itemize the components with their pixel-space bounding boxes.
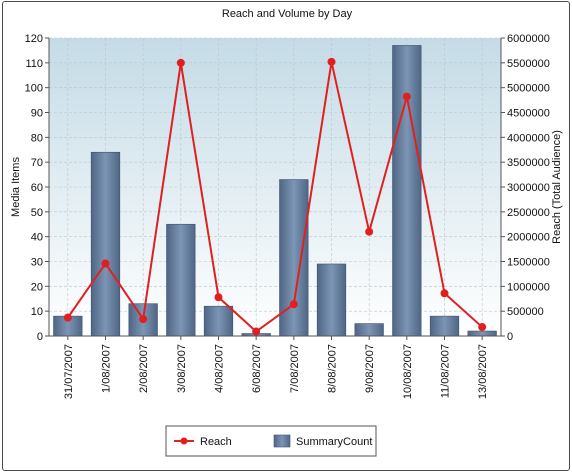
- reach-point: [252, 327, 261, 336]
- reach-line: [67, 61, 483, 333]
- left-tick-label: 110: [25, 58, 43, 70]
- left-tick-label: 0: [37, 331, 43, 343]
- reach-point: [176, 58, 185, 67]
- bar: [166, 223, 196, 337]
- x-tick-label: 3/08/2007: [176, 344, 188, 393]
- right-tick-label: 0: [507, 331, 513, 343]
- left-tick-label: 10: [31, 306, 43, 318]
- left-tick-label: 60: [31, 182, 43, 194]
- legend-box: [165, 425, 377, 457]
- bar: [90, 151, 121, 337]
- left-tick-label: 40: [31, 232, 43, 244]
- right-tick-label: 6000000: [507, 33, 550, 45]
- x-tick-label: 13/08/2007: [477, 344, 489, 399]
- left-tick-label: 120: [25, 33, 43, 45]
- x-tick-label: 8/08/2007: [327, 344, 339, 393]
- bar: [467, 330, 497, 337]
- left-tick-label: 100: [25, 83, 43, 95]
- left-axis-ticks: 0 10 20 30 40 50 60 70 80 90 100 110 120: [25, 33, 49, 343]
- x-tick-label: 7/08/2007: [289, 344, 301, 393]
- reach-point: [214, 293, 223, 302]
- right-tick-label: 2000000: [507, 232, 550, 244]
- chart-svg: Reach and Volume by Day 0 10 20 30 40 50 60 70 8…: [10, 8, 563, 457]
- x-tick-label: 10/08/2007: [402, 344, 414, 399]
- right-tick-label: 3000000: [507, 182, 550, 194]
- reach-point: [365, 227, 374, 236]
- x-axis-ticks: 31/07/2007 1/08/2007 2/08/2007 3/08/2007 4/0…: [63, 336, 489, 399]
- x-tick-label: 11/08/2007: [440, 344, 452, 398]
- left-tick-label: 50: [31, 207, 43, 219]
- bar: [354, 323, 384, 337]
- reach-point: [139, 315, 148, 324]
- right-tick-label: 3500000: [507, 157, 550, 169]
- left-tick-label: 30: [31, 257, 43, 269]
- left-tick-label: 70: [31, 157, 43, 169]
- legend-summary-label: SummaryCount: [296, 436, 372, 448]
- right-tick-label: 500000: [507, 306, 544, 318]
- x-tick-label: 2/08/2007: [138, 344, 150, 393]
- left-tick-label: 80: [31, 132, 43, 144]
- x-tick-label: 1/08/2007: [101, 344, 113, 393]
- chart-title: Reach and Volume by Day: [222, 8, 353, 20]
- x-tick-label: 9/08/2007: [364, 344, 376, 393]
- reach-point: [440, 289, 449, 298]
- reach-point: [478, 323, 487, 332]
- legend-reach-marker: [180, 437, 188, 445]
- bar: [392, 45, 422, 337]
- right-axis-ticks: 0 500000 1000000 1500000 2000000 2500000 30000…: [501, 33, 550, 343]
- y2-axis-label: Reach (Total Audience): [551, 130, 563, 244]
- x-tick-label: 6/08/2007: [251, 344, 263, 393]
- left-tick-label: 90: [31, 108, 43, 120]
- y-axis-label: Media Items: [10, 157, 22, 217]
- right-tick-label: 4500000: [507, 108, 550, 120]
- reach-point: [63, 313, 72, 322]
- legend-summary-swatch: [273, 434, 291, 448]
- reach-point: [327, 57, 336, 66]
- line-series: [63, 57, 487, 336]
- right-tick-label: 5500000: [507, 58, 550, 70]
- bar: [203, 305, 234, 337]
- legend: Reach SummaryCount: [165, 425, 377, 457]
- bar: [429, 315, 460, 337]
- right-tick-label: 4000000: [507, 132, 550, 144]
- grid-lines: [49, 37, 501, 336]
- legend-reach-label: Reach: [200, 436, 232, 448]
- reach-point: [289, 300, 298, 309]
- right-tick-label: 2500000: [507, 207, 550, 219]
- right-tick-label: 1000000: [507, 281, 550, 293]
- right-tick-label: 1500000: [507, 257, 550, 269]
- left-tick-label: 20: [31, 281, 43, 293]
- bar: [316, 263, 347, 337]
- x-tick-label: 4/08/2007: [214, 344, 226, 393]
- x-tick-label: 31/07/2007: [63, 344, 75, 399]
- right-tick-label: 5000000: [507, 83, 550, 95]
- reach-point: [101, 259, 110, 268]
- reach-point: [402, 92, 411, 101]
